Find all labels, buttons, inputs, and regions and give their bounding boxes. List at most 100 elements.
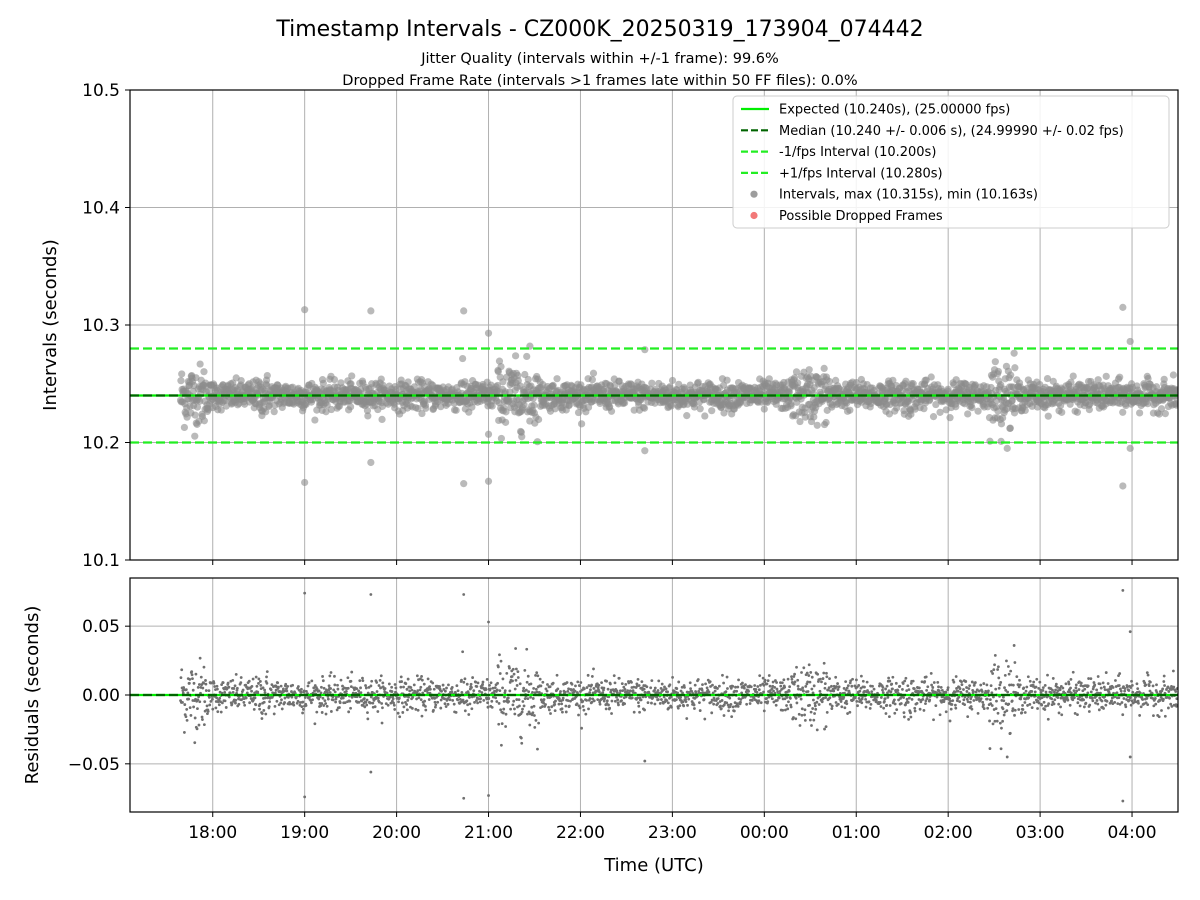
residual-point xyxy=(563,690,567,694)
residual-point xyxy=(995,719,999,723)
residual-point xyxy=(623,702,626,706)
residual-point xyxy=(494,696,498,700)
residual-point xyxy=(985,697,989,701)
residual-point xyxy=(998,683,1002,687)
interval-point xyxy=(994,367,1002,376)
residual-point xyxy=(989,702,993,706)
interval-point xyxy=(553,375,561,383)
residual-point xyxy=(504,712,508,716)
residual-point xyxy=(322,686,326,690)
residual-point xyxy=(223,690,227,694)
residual-point xyxy=(393,708,397,711)
residual-point xyxy=(333,690,337,694)
residual-point xyxy=(530,705,534,709)
residual-point xyxy=(440,689,443,693)
interval-point xyxy=(468,403,476,411)
residual-point xyxy=(630,696,634,700)
residual-point xyxy=(292,703,296,707)
interval-outlier-point xyxy=(460,480,468,488)
residual-point xyxy=(216,710,220,714)
residual-point xyxy=(605,699,609,703)
residual-point xyxy=(375,681,379,684)
residual-point xyxy=(688,681,692,685)
residual-point xyxy=(796,678,800,682)
residual-point xyxy=(924,699,928,703)
residual-point xyxy=(237,702,241,706)
residual-point xyxy=(201,718,204,721)
residual-point xyxy=(702,698,706,701)
residual-point xyxy=(1002,713,1006,717)
residual-point xyxy=(582,687,586,691)
residual-point xyxy=(500,722,504,726)
residual-point xyxy=(663,685,666,689)
residual-point xyxy=(541,680,545,684)
residual-point xyxy=(317,689,321,693)
residual-point xyxy=(283,701,286,704)
residual-point xyxy=(830,684,833,688)
interval-point xyxy=(377,375,385,383)
residual-point xyxy=(627,681,631,685)
residual-point xyxy=(600,681,603,685)
residual-point xyxy=(534,718,538,722)
residual-point xyxy=(499,743,503,747)
residual-point xyxy=(759,683,762,687)
residual-point xyxy=(607,703,610,707)
residual-point xyxy=(1038,680,1042,684)
interval-outlier-point xyxy=(460,307,468,315)
interval-point xyxy=(418,409,426,418)
interval-point xyxy=(535,415,543,424)
residual-point xyxy=(677,680,681,684)
residual-point xyxy=(1021,703,1024,707)
residual-point xyxy=(375,690,379,693)
residual-point xyxy=(448,698,452,702)
residual-point xyxy=(864,705,868,709)
residual-point xyxy=(503,695,506,699)
residual-point xyxy=(1020,711,1024,715)
residual-point xyxy=(365,698,369,702)
residual-point xyxy=(708,680,712,684)
residual-point xyxy=(990,669,993,673)
residual-point xyxy=(545,689,549,693)
interval-point xyxy=(177,377,185,385)
residual-point xyxy=(185,718,189,722)
residual-point xyxy=(696,678,700,681)
residual-point xyxy=(344,689,348,693)
residual-point xyxy=(970,707,974,711)
residual-point xyxy=(728,705,732,709)
residual-point xyxy=(197,723,201,727)
residual-point xyxy=(637,701,640,705)
residual-point xyxy=(786,677,790,681)
residual-point xyxy=(1005,755,1009,759)
residual-point xyxy=(578,706,582,710)
residual-point xyxy=(301,711,305,715)
residual-point xyxy=(402,685,405,689)
residual-point xyxy=(824,696,828,699)
residual-point xyxy=(832,689,836,693)
residual-point xyxy=(870,690,874,694)
residual-point xyxy=(949,699,952,703)
interval-point xyxy=(690,403,699,411)
residual-point xyxy=(317,697,321,701)
residual-point xyxy=(512,672,516,676)
interval-point xyxy=(991,358,999,366)
residual-point xyxy=(800,671,803,674)
residual-point xyxy=(529,695,532,699)
residual-point xyxy=(373,705,377,709)
residual-point xyxy=(211,707,215,711)
residual-point xyxy=(239,681,243,685)
residual-point xyxy=(771,680,775,684)
residual-point xyxy=(490,705,494,709)
residual-point xyxy=(974,690,978,694)
residual-point xyxy=(728,696,732,700)
residual-point xyxy=(834,701,838,704)
interval-point xyxy=(640,404,649,412)
residual-point xyxy=(937,685,940,689)
residual-point xyxy=(844,680,848,684)
residual-point xyxy=(724,690,728,694)
residual-point xyxy=(331,698,335,702)
residual-point xyxy=(350,695,354,699)
residual-point xyxy=(303,696,307,699)
residual-point xyxy=(531,690,534,694)
residual-point xyxy=(511,679,514,683)
residual-point xyxy=(539,698,543,702)
